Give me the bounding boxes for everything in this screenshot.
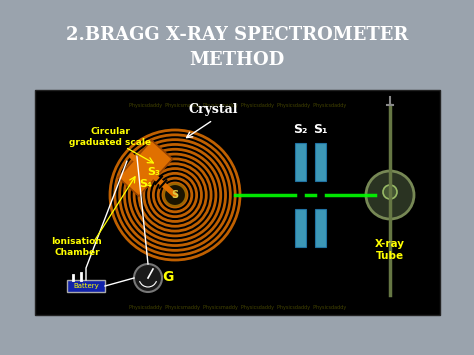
Text: S₄: S₄ bbox=[140, 179, 153, 189]
Bar bbox=[295, 209, 306, 247]
Text: Physicsdaddy  Physicsmaddy  Physicsmaddy  Physicsdaddy  Physicsdaddy  Physicsdad: Physicsdaddy Physicsmaddy Physicsmaddy P… bbox=[129, 104, 346, 109]
Circle shape bbox=[134, 264, 162, 292]
Text: S: S bbox=[172, 190, 179, 200]
Text: G: G bbox=[162, 270, 173, 284]
Text: S₂: S₂ bbox=[293, 123, 307, 136]
Text: S₁: S₁ bbox=[313, 123, 327, 136]
Bar bbox=[295, 143, 306, 181]
Circle shape bbox=[164, 184, 186, 206]
Text: Crystal: Crystal bbox=[188, 104, 238, 116]
Bar bbox=[315, 209, 326, 247]
Circle shape bbox=[366, 171, 414, 219]
Text: 2.BRAGG X-RAY SPECTROMETER: 2.BRAGG X-RAY SPECTROMETER bbox=[66, 26, 408, 44]
Text: METHOD: METHOD bbox=[190, 51, 284, 69]
Circle shape bbox=[383, 185, 397, 199]
Text: X-ray
Tube: X-ray Tube bbox=[375, 239, 405, 261]
Text: Circular
graduated scale: Circular graduated scale bbox=[69, 127, 151, 147]
Text: S₃: S₃ bbox=[147, 167, 161, 177]
Text: Ionisation
Chamber: Ionisation Chamber bbox=[52, 237, 102, 257]
Bar bbox=[67, 280, 105, 292]
Polygon shape bbox=[118, 140, 173, 196]
Text: Physicsdaddy  Physicsmaddy  Physicsmaddy  Physicsdaddy  Physicsdaddy  Physicsdad: Physicsdaddy Physicsmaddy Physicsmaddy P… bbox=[129, 305, 346, 310]
Bar bbox=[315, 143, 326, 181]
Bar bbox=[35, 90, 440, 315]
Text: Battery: Battery bbox=[73, 283, 99, 289]
